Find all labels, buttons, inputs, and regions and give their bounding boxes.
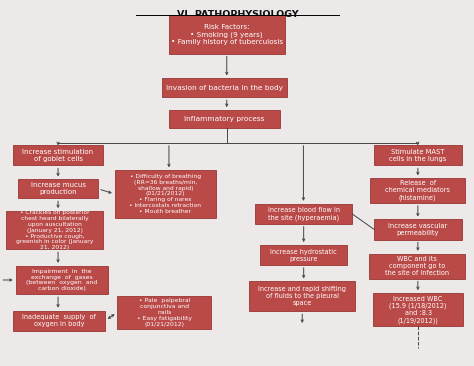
Text: Risk Factors:
• Smoking (9 years)
• Family history of tuberculosis: Risk Factors: • Smoking (9 years) • Fami… [171, 24, 283, 45]
Text: Increase hydrostatic
pressure: Increase hydrostatic pressure [270, 249, 337, 262]
FancyBboxPatch shape [373, 293, 463, 326]
Text: Increase stimulation
of goblet cells: Increase stimulation of goblet cells [22, 149, 94, 162]
FancyBboxPatch shape [255, 204, 352, 224]
FancyBboxPatch shape [169, 15, 284, 53]
Text: Stimulate MAST
cells in the lungs: Stimulate MAST cells in the lungs [389, 149, 447, 162]
Text: Impairment  in  the
exchange  of  gases
(between  oxygen  and
carbon dioxide): Impairment in the exchange of gases (bet… [26, 269, 97, 291]
FancyBboxPatch shape [13, 311, 105, 330]
FancyBboxPatch shape [16, 266, 108, 294]
Text: WBC and its
component go to
the site of infection: WBC and its component go to the site of … [385, 256, 449, 276]
FancyBboxPatch shape [6, 211, 103, 249]
FancyBboxPatch shape [369, 254, 465, 279]
FancyBboxPatch shape [117, 296, 211, 329]
Text: Increase and rapid shifting
of fluids to the pleural
space: Increase and rapid shifting of fluids to… [258, 286, 346, 306]
Text: • Difficulty of breathing
(RR=36 breaths/min,
shallow and rapid)
(01/21/2012)
• : • Difficulty of breathing (RR=36 breaths… [129, 174, 201, 214]
Text: • Pale  palpebral
conjunctiva and
nails
• Easy fatigability
(01/21/2012): • Pale palpebral conjunctiva and nails •… [137, 298, 191, 326]
FancyBboxPatch shape [18, 179, 98, 198]
Text: Increase mucus
production: Increase mucus production [30, 182, 85, 195]
FancyBboxPatch shape [169, 110, 280, 128]
Text: Inflammatory process: Inflammatory process [184, 116, 264, 122]
Text: VI. PATHOPHYSIOLOGY: VI. PATHOPHYSIOLOGY [176, 10, 298, 19]
FancyBboxPatch shape [374, 220, 462, 239]
FancyBboxPatch shape [371, 178, 465, 203]
Text: Increase blood flow in
the site (hyperaemia): Increase blood flow in the site (hyperae… [268, 207, 340, 221]
Text: • Crackles on posterior
chest heard bilaterally
upon auscultation
(January 21, 2: • Crackles on posterior chest heard bila… [16, 210, 93, 250]
Text: Release  of
chemical mediators
(histamine): Release of chemical mediators (histamine… [385, 180, 450, 201]
FancyBboxPatch shape [260, 245, 347, 265]
Text: Increase vascular
permeability: Increase vascular permeability [388, 223, 447, 236]
FancyBboxPatch shape [162, 78, 287, 97]
FancyBboxPatch shape [115, 170, 216, 218]
FancyBboxPatch shape [13, 145, 103, 165]
FancyBboxPatch shape [374, 145, 462, 165]
FancyBboxPatch shape [249, 281, 356, 311]
Text: Increased WBC
(15.9 (1/18/2012)
and :8.3
(1/19/2012)): Increased WBC (15.9 (1/18/2012) and :8.3… [390, 295, 447, 324]
Text: Inadequate  supply  of
oxygen in body: Inadequate supply of oxygen in body [22, 314, 96, 327]
Text: Invasion of bacteria in the body: Invasion of bacteria in the body [166, 85, 283, 91]
